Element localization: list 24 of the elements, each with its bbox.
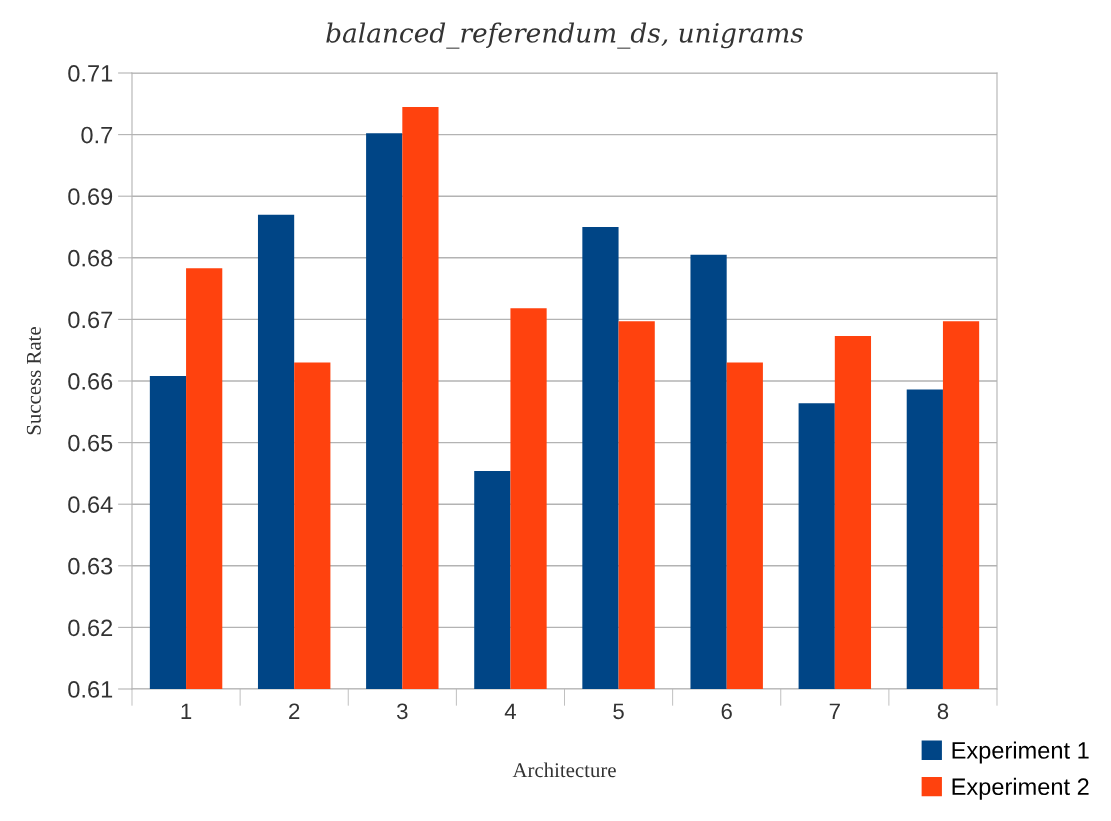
y-tick-label: 0.67 [68, 311, 113, 329]
x-tick-label: 2 [289, 703, 300, 719]
x-tick-label: 1 [181, 703, 192, 719]
x-tick-label: 7 [829, 703, 840, 719]
x-axis-title: Architecture [512, 762, 616, 778]
y-tick-label: 0.61 [68, 681, 113, 698]
x-tick-label: 8 [937, 703, 949, 720]
legend-label: Experiment 2 [952, 777, 1089, 800]
x-tick-label: 4 [504, 703, 516, 719]
legend-label: Experiment 1 [952, 741, 1089, 764]
y-tick-label: 0.7 [81, 126, 113, 144]
x-tick-label: 5 [613, 703, 624, 720]
y-tick-label: 0.68 [68, 249, 113, 267]
chart-title: balanced_referendum_ds, unigrams [326, 22, 803, 49]
y-tick-label: 0.65 [68, 434, 113, 452]
y-axis-title: Success Rate [26, 327, 41, 435]
y-tick-label: 0.71 [68, 65, 113, 82]
x-tick-label: 6 [721, 703, 732, 720]
x-tick-label: 3 [396, 703, 408, 720]
y-tick-label: 0.69 [68, 188, 113, 205]
y-tick-label: 0.63 [68, 557, 113, 575]
y-tick-label: 0.62 [68, 619, 113, 637]
y-tick-label: 0.64 [68, 496, 113, 513]
y-tick-label: 0.66 [68, 373, 113, 390]
